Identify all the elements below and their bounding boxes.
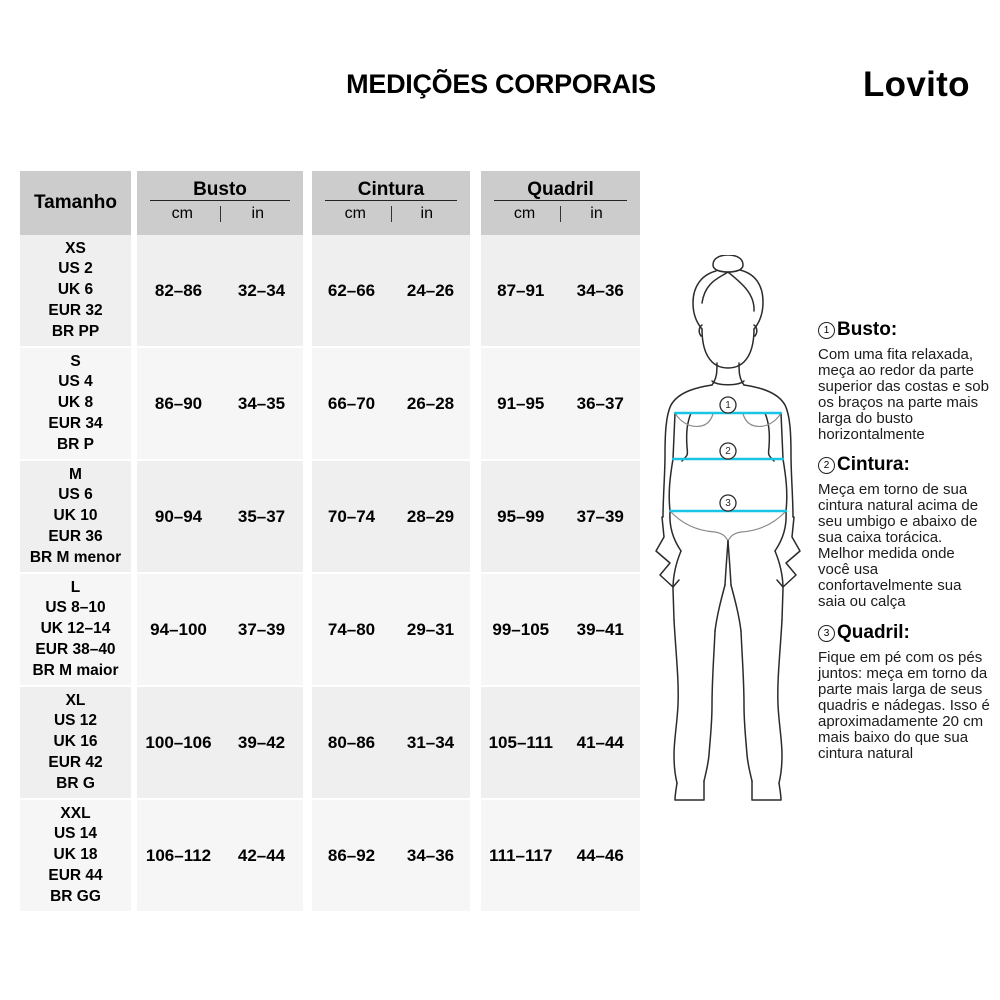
svg-text:2: 2 (725, 446, 731, 457)
svg-text:3: 3 (725, 498, 731, 509)
svg-text:1: 1 (725, 400, 731, 411)
